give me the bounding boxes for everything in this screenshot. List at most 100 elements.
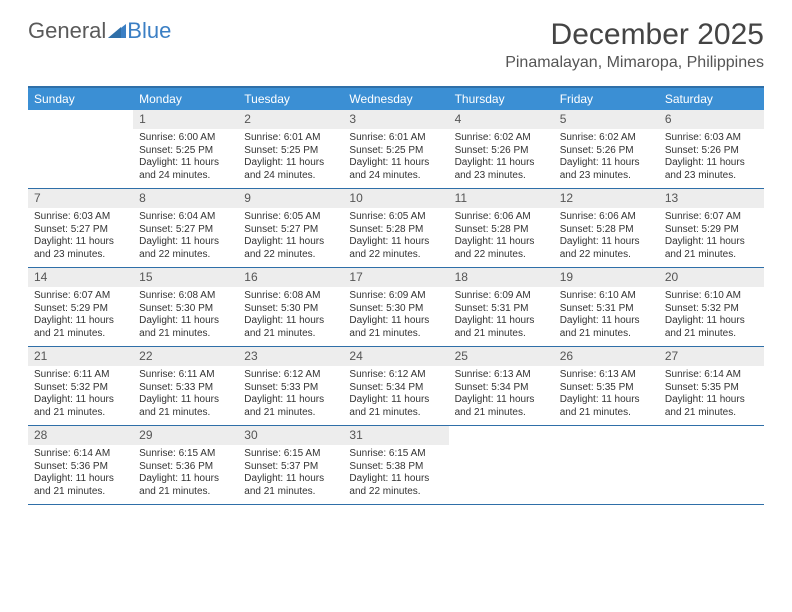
day-cell: 12Sunrise: 6:06 AMSunset: 5:28 PMDayligh… — [554, 189, 659, 267]
calendar: SundayMondayTuesdayWednesdayThursdayFrid… — [28, 86, 764, 505]
day-sunrise: Sunrise: 6:06 AM — [455, 211, 548, 224]
day-d1: Daylight: 11 hours — [34, 473, 127, 486]
day-number: 14 — [28, 268, 133, 287]
day-d2: and 21 minutes. — [349, 407, 442, 420]
day-sunset: Sunset: 5:25 PM — [349, 145, 442, 158]
day-sunset: Sunset: 5:27 PM — [139, 224, 232, 237]
day-number: 18 — [449, 268, 554, 287]
day-cell — [659, 426, 764, 504]
day-d2: and 21 minutes. — [665, 407, 758, 420]
day-number: 2 — [238, 110, 343, 129]
day-info: Sunrise: 6:09 AMSunset: 5:31 PMDaylight:… — [449, 287, 554, 346]
day-d2: and 21 minutes. — [560, 407, 653, 420]
day-d1: Daylight: 11 hours — [349, 236, 442, 249]
day-d2: and 23 minutes. — [665, 170, 758, 183]
day-d1: Daylight: 11 hours — [244, 315, 337, 328]
day-sunset: Sunset: 5:27 PM — [244, 224, 337, 237]
day-cell: 13Sunrise: 6:07 AMSunset: 5:29 PMDayligh… — [659, 189, 764, 267]
day-header-cell: Sunday — [28, 88, 133, 110]
day-d2: and 21 minutes. — [139, 328, 232, 341]
day-cell: 20Sunrise: 6:10 AMSunset: 5:32 PMDayligh… — [659, 268, 764, 346]
day-cell: 14Sunrise: 6:07 AMSunset: 5:29 PMDayligh… — [28, 268, 133, 346]
day-sunset: Sunset: 5:33 PM — [139, 382, 232, 395]
day-info: Sunrise: 6:00 AMSunset: 5:25 PMDaylight:… — [133, 129, 238, 188]
day-cell: 3Sunrise: 6:01 AMSunset: 5:25 PMDaylight… — [343, 110, 448, 188]
day-sunset: Sunset: 5:38 PM — [349, 461, 442, 474]
day-d1: Daylight: 11 hours — [665, 394, 758, 407]
title-block: December 2025 Pinamalayan, Mimaropa, Phi… — [505, 18, 764, 72]
day-d2: and 22 minutes. — [349, 486, 442, 499]
day-info: Sunrise: 6:06 AMSunset: 5:28 PMDaylight:… — [554, 208, 659, 267]
day-cell: 26Sunrise: 6:13 AMSunset: 5:35 PMDayligh… — [554, 347, 659, 425]
day-sunrise: Sunrise: 6:02 AM — [560, 132, 653, 145]
day-sunrise: Sunrise: 6:10 AM — [560, 290, 653, 303]
day-sunrise: Sunrise: 6:08 AM — [139, 290, 232, 303]
day-cell: 31Sunrise: 6:15 AMSunset: 5:38 PMDayligh… — [343, 426, 448, 504]
day-sunset: Sunset: 5:37 PM — [244, 461, 337, 474]
day-d2: and 22 minutes. — [349, 249, 442, 262]
day-cell: 21Sunrise: 6:11 AMSunset: 5:32 PMDayligh… — [28, 347, 133, 425]
day-sunrise: Sunrise: 6:15 AM — [139, 448, 232, 461]
day-cell: 24Sunrise: 6:12 AMSunset: 5:34 PMDayligh… — [343, 347, 448, 425]
day-header-cell: Saturday — [659, 88, 764, 110]
day-d1: Daylight: 11 hours — [349, 473, 442, 486]
day-info: Sunrise: 6:01 AMSunset: 5:25 PMDaylight:… — [238, 129, 343, 188]
day-d2: and 23 minutes. — [560, 170, 653, 183]
day-sunset: Sunset: 5:32 PM — [665, 303, 758, 316]
day-sunset: Sunset: 5:29 PM — [34, 303, 127, 316]
day-d1: Daylight: 11 hours — [665, 315, 758, 328]
day-number: 20 — [659, 268, 764, 287]
day-cell: 6Sunrise: 6:03 AMSunset: 5:26 PMDaylight… — [659, 110, 764, 188]
day-sunset: Sunset: 5:31 PM — [455, 303, 548, 316]
day-header-cell: Tuesday — [238, 88, 343, 110]
week-row: 1Sunrise: 6:00 AMSunset: 5:25 PMDaylight… — [28, 110, 764, 189]
day-info: Sunrise: 6:05 AMSunset: 5:28 PMDaylight:… — [343, 208, 448, 267]
day-d1: Daylight: 11 hours — [139, 236, 232, 249]
day-d2: and 21 minutes. — [665, 249, 758, 262]
day-sunrise: Sunrise: 6:15 AM — [244, 448, 337, 461]
day-sunrise: Sunrise: 6:11 AM — [34, 369, 127, 382]
day-sunrise: Sunrise: 6:02 AM — [455, 132, 548, 145]
day-sunset: Sunset: 5:30 PM — [349, 303, 442, 316]
day-info: Sunrise: 6:11 AMSunset: 5:32 PMDaylight:… — [28, 366, 133, 425]
day-d2: and 21 minutes. — [139, 407, 232, 420]
day-sunset: Sunset: 5:33 PM — [244, 382, 337, 395]
day-cell — [554, 426, 659, 504]
day-number: 10 — [343, 189, 448, 208]
day-info: Sunrise: 6:14 AMSunset: 5:36 PMDaylight:… — [28, 445, 133, 504]
day-sunrise: Sunrise: 6:01 AM — [349, 132, 442, 145]
day-sunrise: Sunrise: 6:05 AM — [244, 211, 337, 224]
day-info: Sunrise: 6:10 AMSunset: 5:31 PMDaylight:… — [554, 287, 659, 346]
day-d2: and 21 minutes. — [34, 407, 127, 420]
day-sunset: Sunset: 5:26 PM — [560, 145, 653, 158]
day-d1: Daylight: 11 hours — [560, 157, 653, 170]
day-info: Sunrise: 6:08 AMSunset: 5:30 PMDaylight:… — [238, 287, 343, 346]
day-d2: and 24 minutes. — [244, 170, 337, 183]
day-info: Sunrise: 6:15 AMSunset: 5:37 PMDaylight:… — [238, 445, 343, 504]
day-info: Sunrise: 6:07 AMSunset: 5:29 PMDaylight:… — [659, 208, 764, 267]
day-number: 12 — [554, 189, 659, 208]
day-d1: Daylight: 11 hours — [34, 394, 127, 407]
day-info: Sunrise: 6:03 AMSunset: 5:27 PMDaylight:… — [28, 208, 133, 267]
day-d2: and 21 minutes. — [665, 328, 758, 341]
day-d1: Daylight: 11 hours — [455, 315, 548, 328]
day-cell: 19Sunrise: 6:10 AMSunset: 5:31 PMDayligh… — [554, 268, 659, 346]
day-d1: Daylight: 11 hours — [244, 236, 337, 249]
day-info: Sunrise: 6:13 AMSunset: 5:34 PMDaylight:… — [449, 366, 554, 425]
day-number: 16 — [238, 268, 343, 287]
week-row: 14Sunrise: 6:07 AMSunset: 5:29 PMDayligh… — [28, 268, 764, 347]
day-info: Sunrise: 6:12 AMSunset: 5:33 PMDaylight:… — [238, 366, 343, 425]
day-cell: 30Sunrise: 6:15 AMSunset: 5:37 PMDayligh… — [238, 426, 343, 504]
day-sunrise: Sunrise: 6:13 AM — [560, 369, 653, 382]
day-d2: and 21 minutes. — [244, 328, 337, 341]
day-d2: and 21 minutes. — [34, 328, 127, 341]
day-sunrise: Sunrise: 6:11 AM — [139, 369, 232, 382]
day-info: Sunrise: 6:06 AMSunset: 5:28 PMDaylight:… — [449, 208, 554, 267]
day-sunset: Sunset: 5:26 PM — [455, 145, 548, 158]
logo-triangle-icon — [108, 18, 126, 44]
day-d1: Daylight: 11 hours — [349, 315, 442, 328]
day-cell: 1Sunrise: 6:00 AMSunset: 5:25 PMDaylight… — [133, 110, 238, 188]
day-sunset: Sunset: 5:28 PM — [560, 224, 653, 237]
day-sunset: Sunset: 5:28 PM — [349, 224, 442, 237]
day-sunset: Sunset: 5:30 PM — [244, 303, 337, 316]
